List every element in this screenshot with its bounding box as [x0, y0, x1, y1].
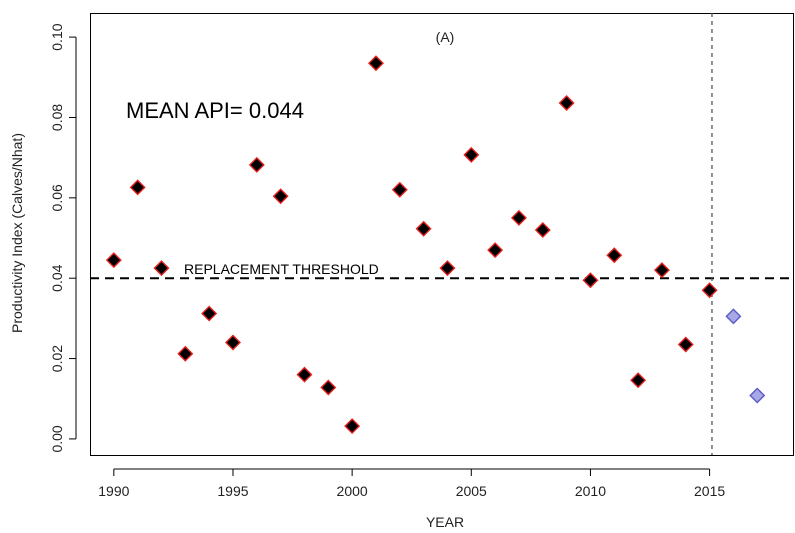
y-tick-label: 0.08 [49, 104, 65, 131]
y-tick-label: 0.10 [49, 23, 65, 50]
data-point [630, 372, 647, 389]
data-point [677, 336, 694, 353]
data-point [415, 220, 432, 237]
data-point [439, 260, 456, 277]
data-point [749, 387, 766, 404]
data-point [510, 209, 527, 226]
threshold-label: REPLACEMENT THRESHOLD [184, 261, 379, 277]
y-tick-label: 0.00 [49, 425, 65, 452]
data-point [105, 252, 122, 269]
data-point [487, 242, 504, 259]
data-point [201, 305, 218, 322]
x-tick-label: 1990 [98, 483, 129, 499]
data-point [272, 188, 289, 205]
data-point [344, 418, 361, 435]
mean-annotation: MEAN API= 0.044 [126, 98, 304, 123]
data-point [153, 260, 170, 277]
y-axis: 0.00 0.02 0.04 0.06 0.08 0.10 [49, 23, 77, 453]
data-points [105, 55, 766, 435]
y-tick-label: 0.02 [49, 345, 65, 372]
x-axis: 1990 1995 2000 2005 2010 2015 [98, 468, 725, 499]
reference-lines [90, 13, 793, 455]
data-point [606, 247, 623, 264]
plot-frame [90, 13, 794, 456]
x-tick-label: 2000 [337, 483, 368, 499]
x-tick-label: 2005 [456, 483, 487, 499]
data-point [248, 156, 265, 173]
x-tick-label: 1995 [217, 483, 248, 499]
x-axis-title: YEAR [426, 514, 464, 530]
data-point [296, 366, 313, 383]
x-tick-label: 2015 [694, 483, 725, 499]
y-axis-title: Productivity Index (Calves/Nhat) [9, 133, 25, 333]
data-point [320, 379, 337, 396]
data-point [177, 345, 194, 362]
data-point [367, 55, 384, 72]
x-tick-label: 2010 [575, 483, 606, 499]
y-tick-label: 0.04 [49, 264, 65, 291]
data-point [224, 334, 241, 351]
panel-label: (A) [436, 29, 455, 45]
data-point [534, 221, 551, 238]
data-point [653, 262, 670, 279]
y-tick-label: 0.06 [49, 184, 65, 211]
data-point [582, 272, 599, 289]
data-point [129, 179, 146, 196]
data-point [725, 308, 742, 325]
data-point [463, 146, 480, 163]
data-point [701, 282, 718, 299]
data-point [391, 181, 408, 198]
data-point [558, 95, 575, 111]
